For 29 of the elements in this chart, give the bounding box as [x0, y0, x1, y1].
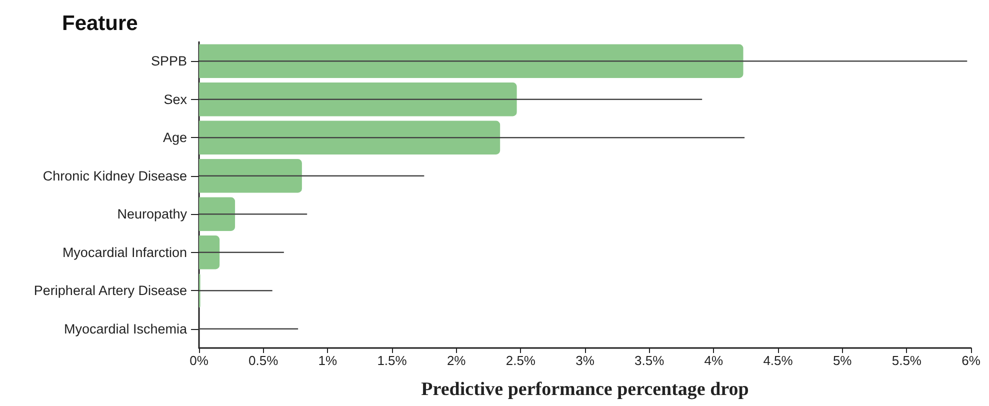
- bar: [199, 197, 236, 231]
- x-tick-label: 1.5%: [377, 353, 408, 368]
- x-tick-label: 0%: [190, 353, 209, 368]
- y-axis-title: Feature: [62, 12, 138, 35]
- y-tick-label: Peripheral Artery Disease: [34, 283, 187, 298]
- y-tick-label: SPPB: [150, 54, 187, 69]
- y-tick-label: Neuropathy: [117, 206, 188, 222]
- x-tick-label: 0.5%: [248, 353, 279, 368]
- x-tick-label: 2%: [446, 353, 466, 368]
- y-tick-label: Sex: [164, 92, 188, 107]
- x-tick-label: 1%: [318, 353, 338, 368]
- bar: [199, 120, 500, 154]
- x-tick-label: 5%: [832, 353, 852, 368]
- x-tick-label: 2.5%: [506, 353, 536, 368]
- y-tick-label: Myocardial Ischemia: [64, 321, 188, 336]
- bar: [199, 236, 220, 270]
- x-axis-title: Predictive performance percentage drop: [421, 379, 749, 400]
- bar: [199, 82, 517, 116]
- x-tick-label: 3%: [576, 353, 595, 368]
- y-tick-label: Chronic Kidney Disease: [42, 168, 187, 184]
- x-tick-label: 4%: [704, 353, 724, 368]
- bar: [199, 159, 302, 193]
- x-tick-label: 4.5%: [763, 353, 794, 368]
- x-tick-label: 5.5%: [892, 353, 922, 368]
- y-tick-label: Myocardial Infarction: [62, 244, 187, 260]
- bar: [199, 44, 744, 78]
- y-tick-label: Age: [162, 130, 187, 146]
- x-tick-label: 6%: [962, 353, 981, 368]
- x-tick-label: 3.5%: [634, 353, 665, 368]
